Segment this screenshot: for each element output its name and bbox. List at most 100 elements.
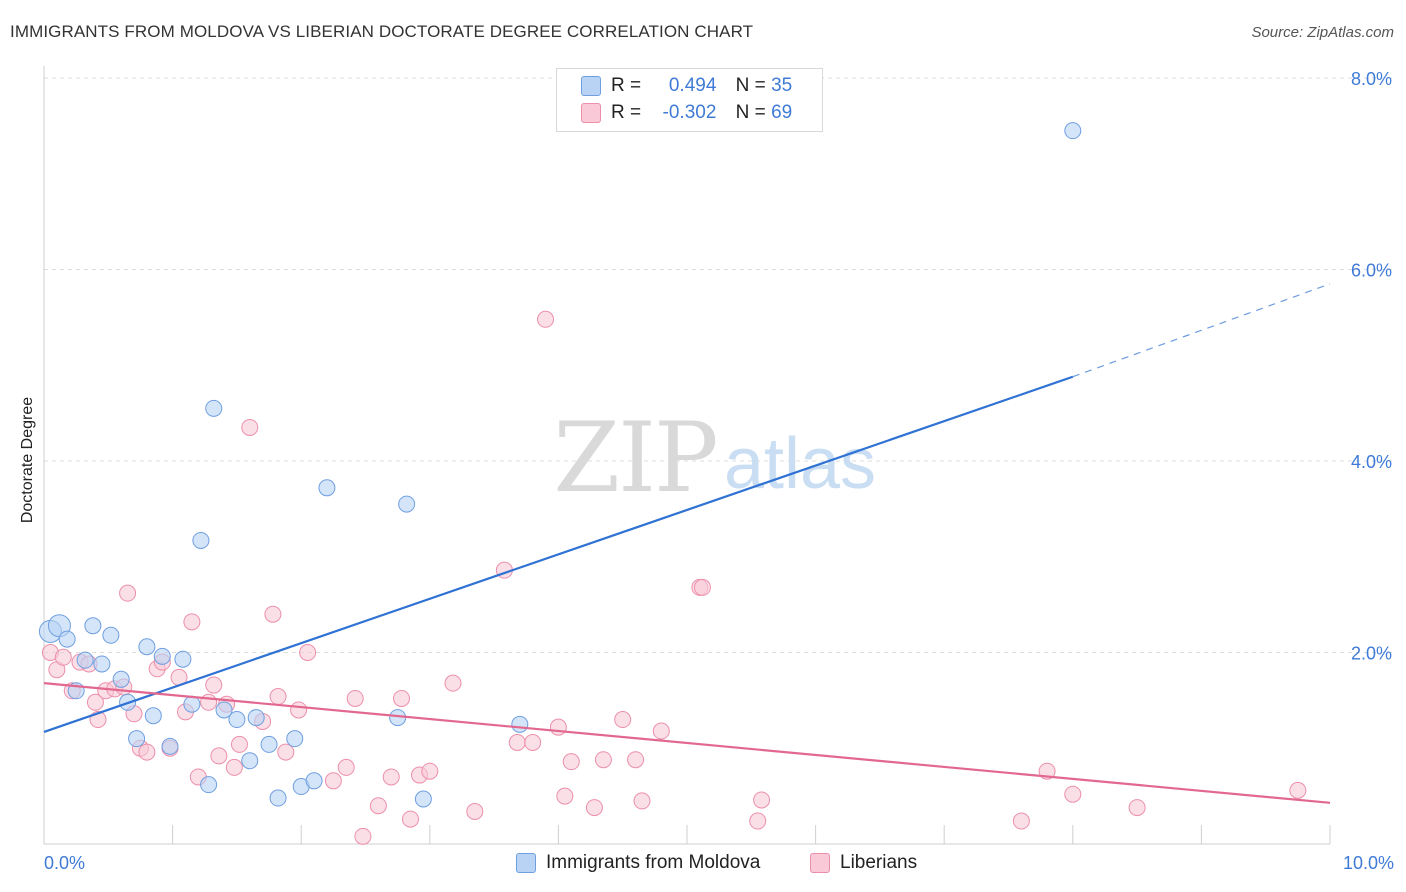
moldova-point — [260, 735, 278, 753]
r-label: R = — [611, 75, 642, 96]
moldova-trend-line — [43, 375, 1074, 734]
moldova-point — [398, 495, 416, 513]
liberians-point — [693, 578, 711, 596]
liberians-r-value: -0.302 — [662, 102, 717, 123]
moldova-point — [112, 670, 130, 688]
moldova-point — [128, 730, 146, 748]
liberians-point — [337, 758, 355, 776]
liberians-point — [524, 734, 542, 752]
moldova-point — [511, 715, 529, 733]
liberians-point — [290, 701, 308, 719]
liberians-point — [562, 753, 580, 771]
moldova-trend-extension — [1072, 283, 1331, 378]
correlation-legend: R = 0.494 N = 35 R = -0.302 N = 69 — [556, 68, 823, 132]
liberians-point — [633, 792, 651, 810]
moldova-r-value: 0.494 — [668, 75, 717, 96]
moldova-point — [183, 695, 201, 713]
liberians-point — [508, 734, 526, 752]
moldova-point — [58, 630, 76, 648]
moldova-point — [318, 479, 336, 497]
liberians-point — [346, 689, 364, 707]
liberians-point — [138, 743, 156, 761]
liberians-point — [277, 743, 295, 761]
liberians-point — [205, 676, 223, 694]
liberians-point — [369, 797, 387, 815]
n-label: N = — [735, 75, 766, 96]
moldova-point — [84, 617, 102, 635]
liberians-point — [86, 693, 104, 711]
series-legend: Immigrants from Moldova Liberians — [0, 852, 1406, 878]
moldova-n-value: 35 — [771, 75, 793, 96]
liberians-point — [393, 689, 411, 707]
liberians-point — [537, 310, 555, 328]
liberians-point — [264, 605, 282, 623]
tick-labels: 2.0% 4.0% 6.0% 8.0% 0.0% 10.0% — [44, 69, 1394, 873]
liberians-swatch — [581, 103, 601, 123]
liberians-point — [614, 711, 632, 729]
liberians-point — [119, 584, 137, 602]
liberians-point — [299, 644, 317, 661]
liberians-point — [324, 772, 342, 790]
liberians-legend-swatch — [810, 853, 830, 873]
liberians-point — [466, 802, 484, 820]
moldova-point — [93, 655, 111, 673]
source-credit: Source: ZipAtlas.com — [1251, 24, 1394, 41]
y-tick-label: 8.0% — [1351, 69, 1392, 89]
liberians-point — [549, 718, 567, 736]
liberians-point — [749, 812, 767, 830]
moldova-point — [228, 711, 246, 729]
y-tick-label: 2.0% — [1351, 644, 1392, 664]
liberians-point — [753, 791, 771, 809]
liberians-point — [1012, 812, 1030, 830]
moldova-point — [174, 650, 192, 668]
moldova-point — [414, 790, 432, 808]
legend-row-liberians: R = -0.302 N = 69 — [581, 102, 792, 126]
liberians-point — [354, 827, 372, 845]
watermark-zip: ZIP — [553, 402, 716, 514]
gridlines — [44, 77, 1392, 653]
moldova-point — [200, 776, 218, 794]
watermark: ZIP atlas — [553, 402, 876, 514]
chart-title: IMMIGRANTS FROM MOLDOVA VS LIBERIAN DOCT… — [10, 22, 754, 41]
liberians-point — [230, 735, 248, 753]
moldova-swatch — [581, 76, 601, 96]
moldova-point — [305, 772, 323, 790]
moldova-point — [1064, 122, 1082, 140]
liberians-point — [241, 418, 259, 436]
moldova-point — [161, 737, 179, 755]
moldova-point — [76, 651, 94, 669]
series-legend-moldova[interactable]: Immigrants from Moldova — [516, 852, 760, 874]
liberians-point — [183, 613, 201, 631]
liberians-point — [444, 674, 462, 692]
x-tick-label-max: 10.0% — [1343, 853, 1394, 873]
moldova-point — [269, 789, 287, 807]
moldova-point — [102, 626, 120, 644]
liberians-point — [225, 758, 243, 776]
moldova-point — [205, 399, 223, 417]
moldova-legend-label: Immigrants from Moldova — [546, 852, 761, 873]
liberians-trend-line — [43, 682, 1331, 804]
liberians-point — [652, 722, 670, 740]
liberians-point — [556, 787, 574, 805]
liberians-point — [1128, 799, 1146, 817]
watermark-atlas: atlas — [724, 424, 876, 504]
liberians-n-value: 69 — [771, 102, 793, 123]
x-tick-label-min: 0.0% — [44, 853, 85, 873]
liberians-point — [627, 751, 645, 769]
liberians-point — [269, 688, 287, 706]
liberians-point — [54, 648, 72, 666]
liberians-point — [382, 768, 400, 786]
moldova-point — [192, 531, 210, 549]
n-label: N = — [735, 102, 766, 123]
moldova-point — [144, 707, 162, 725]
axes — [43, 66, 1331, 845]
liberians-point — [210, 747, 228, 765]
moldova-point — [286, 730, 304, 748]
series-legend-liberians[interactable]: Liberians — [810, 852, 917, 874]
moldova-point — [241, 752, 259, 770]
moldova-legend-swatch — [516, 853, 536, 873]
moldova-point — [215, 701, 233, 719]
liberians-point — [594, 751, 612, 769]
r-label: R = — [611, 102, 642, 123]
